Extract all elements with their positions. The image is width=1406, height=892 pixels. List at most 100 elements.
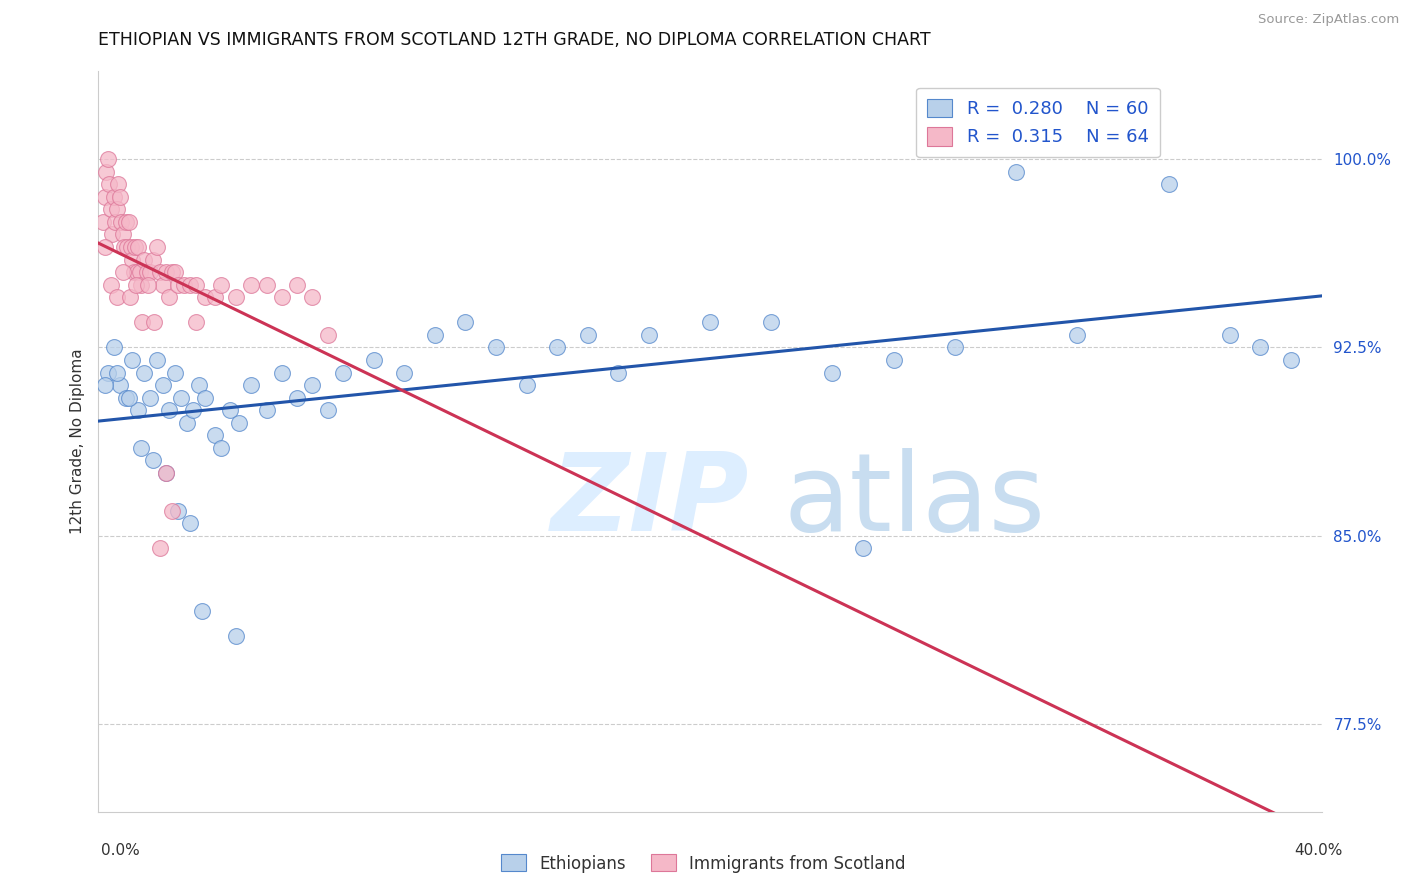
Point (129, 441, 152, 455)
Text: atlas: atlas (783, 448, 1046, 554)
Point (209, 441, 232, 455)
Point (191, 604, 214, 618)
Point (186, 277, 208, 292)
Point (228, 416, 250, 430)
Point (209, 277, 232, 292)
Point (145, 240, 167, 254)
Point (94, 165, 117, 179)
Point (576, 327, 599, 342)
Point (134, 366, 156, 380)
Point (149, 541, 172, 556)
Point (423, 327, 446, 342)
Point (121, 252, 143, 267)
Point (100, 277, 122, 292)
Point (105, 366, 128, 380)
Point (136, 277, 159, 292)
Point (145, 353, 167, 368)
Point (546, 340, 568, 354)
Point (285, 277, 308, 292)
Point (256, 403, 278, 417)
Point (186, 315, 208, 329)
Point (131, 315, 153, 329)
Point (179, 277, 201, 292)
Point (93, 378, 115, 392)
Point (134, 252, 156, 267)
Point (181, 403, 204, 417)
Point (124, 240, 146, 254)
Point (225, 629, 247, 643)
Point (103, 190, 125, 204)
Point (173, 277, 195, 292)
Point (112, 265, 135, 279)
Point (155, 466, 177, 480)
Point (332, 366, 354, 380)
Point (105, 290, 128, 304)
Point (118, 215, 141, 229)
Point (301, 378, 323, 392)
Point (225, 290, 247, 304)
Legend: Ethiopians, Immigrants from Scotland: Ethiopians, Immigrants from Scotland (494, 847, 912, 880)
Point (1279, 353, 1302, 368)
Text: ZIP: ZIP (551, 448, 749, 554)
Point (188, 378, 211, 392)
Point (111, 227, 134, 242)
Point (761, 315, 783, 329)
Point (1219, 327, 1241, 342)
Point (270, 290, 294, 304)
Point (194, 391, 217, 405)
Point (316, 403, 339, 417)
Point (392, 366, 416, 380)
Point (122, 265, 145, 279)
Point (852, 541, 875, 556)
Point (93, 190, 115, 204)
Point (117, 240, 139, 254)
Point (699, 315, 721, 329)
Point (155, 466, 177, 480)
Legend: R =  0.280    N = 60, R =  0.315    N = 64: R = 0.280 N = 60, R = 0.315 N = 64 (917, 87, 1160, 157)
Point (101, 227, 124, 242)
Point (120, 240, 142, 254)
Point (179, 516, 201, 530)
Point (118, 290, 141, 304)
Text: 0.0%: 0.0% (101, 843, 141, 858)
Point (607, 366, 630, 380)
Point (167, 503, 190, 517)
Point (363, 353, 385, 368)
Point (285, 391, 308, 405)
Point (316, 327, 339, 342)
Point (157, 290, 180, 304)
Point (125, 265, 148, 279)
Point (637, 327, 661, 342)
Point (256, 277, 278, 292)
Point (204, 290, 226, 304)
Point (219, 403, 242, 417)
Point (270, 366, 294, 380)
Point (108, 378, 131, 392)
Y-axis label: 12th Grade, No Diploma: 12th Grade, No Diploma (69, 349, 84, 534)
Point (108, 190, 131, 204)
Point (454, 315, 477, 329)
Point (516, 378, 538, 392)
Point (104, 215, 127, 229)
Point (98, 178, 121, 192)
Point (1004, 165, 1026, 179)
Point (115, 215, 138, 229)
Point (105, 202, 128, 217)
Point (152, 378, 174, 392)
Point (97, 152, 120, 166)
Point (485, 340, 508, 354)
Point (1066, 327, 1088, 342)
Point (163, 366, 186, 380)
Text: ETHIOPIAN VS IMMIGRANTS FROM SCOTLAND 12TH GRADE, NO DIPLOMA CORRELATION CHART: ETHIOPIAN VS IMMIGRANTS FROM SCOTLAND 12… (98, 31, 931, 49)
Point (118, 391, 141, 405)
Point (157, 403, 180, 417)
Point (143, 315, 166, 329)
Point (943, 340, 966, 354)
Point (194, 290, 217, 304)
Point (136, 265, 159, 279)
Point (127, 403, 149, 417)
Point (204, 428, 226, 442)
Point (129, 277, 152, 292)
Point (142, 453, 165, 467)
Point (139, 391, 162, 405)
